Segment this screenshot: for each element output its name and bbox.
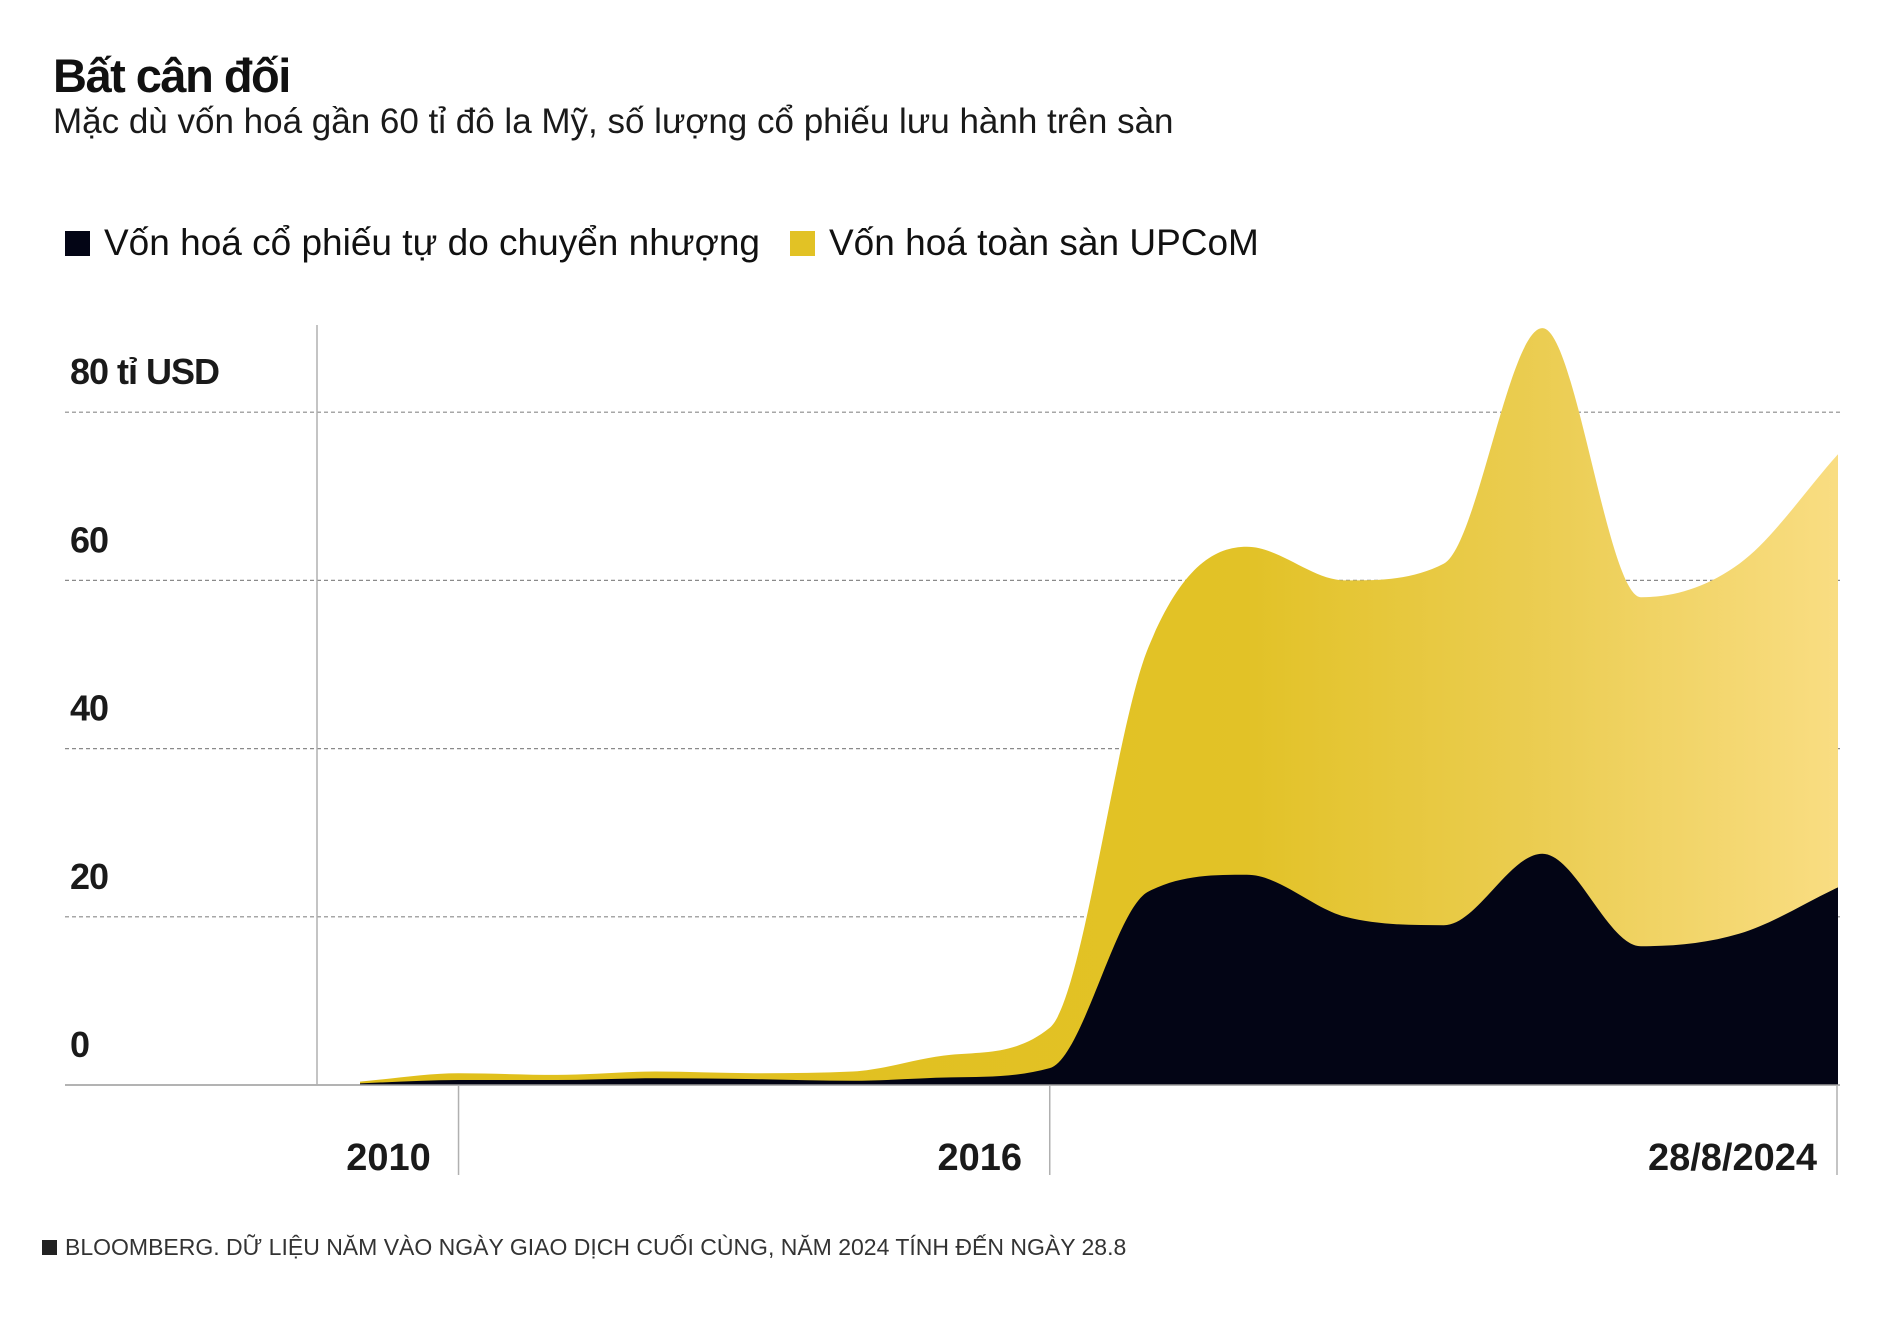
y-tick-label-80: 80 tỉ USD (70, 351, 219, 392)
area-free-float (360, 853, 1838, 1085)
y-tick-label-20: 20 (70, 856, 108, 897)
legend-swatch-upcom (790, 230, 815, 256)
y-tick-label-0: 0 (70, 1024, 89, 1065)
x-tick-label-2010: 2010 (346, 1137, 431, 1179)
chart-subtitle: Mặc dù vốn hoá gần 60 tỉ đô la Mỹ, số lư… (53, 102, 1174, 141)
legend-item-free-float: Vốn hoá cổ phiếu tự do chuyển nhượng (65, 222, 760, 264)
x-tick-label-2024: 28/8/2024 (1648, 1137, 1817, 1179)
legend-label-upcom: Vốn hoá toàn sàn UPCoM (829, 222, 1259, 263)
x-tick-label-2016: 2016 (937, 1137, 1022, 1179)
legend-swatch-free-float (65, 230, 90, 256)
y-tick-label-40: 40 (70, 688, 108, 729)
footnote-text: BLOOMBERG. DỮ LIỆU NĂM VÀO NGÀY GIAO DỊC… (65, 1234, 1127, 1260)
area-upcom-total (360, 328, 1838, 1086)
legend: Vốn hoá cổ phiếu tự do chuyển nhượng Vốn… (65, 222, 1289, 264)
footnote: BLOOMBERG. DỮ LIỆU NĂM VÀO NGÀY GIAO DỊC… (42, 1234, 1126, 1261)
chart-title: Bất cân đối (53, 49, 291, 102)
y-tick-label-60: 60 (70, 519, 108, 560)
legend-item-upcom: Vốn hoá toàn sàn UPCoM (790, 222, 1259, 264)
legend-label-free-float: Vốn hoá cổ phiếu tự do chuyển nhượng (104, 222, 760, 263)
footnote-square-icon (42, 1240, 57, 1255)
